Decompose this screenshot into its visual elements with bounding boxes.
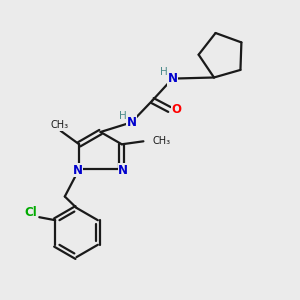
Text: N: N xyxy=(126,116,136,129)
Text: H: H xyxy=(118,111,126,121)
Text: Cl: Cl xyxy=(25,206,38,219)
Text: N: N xyxy=(73,164,83,177)
Text: CH₃: CH₃ xyxy=(50,120,68,130)
Text: N: N xyxy=(118,164,128,177)
Text: H: H xyxy=(160,67,168,77)
Text: N: N xyxy=(167,72,178,85)
Text: O: O xyxy=(171,103,181,116)
Text: CH₃: CH₃ xyxy=(152,136,170,146)
